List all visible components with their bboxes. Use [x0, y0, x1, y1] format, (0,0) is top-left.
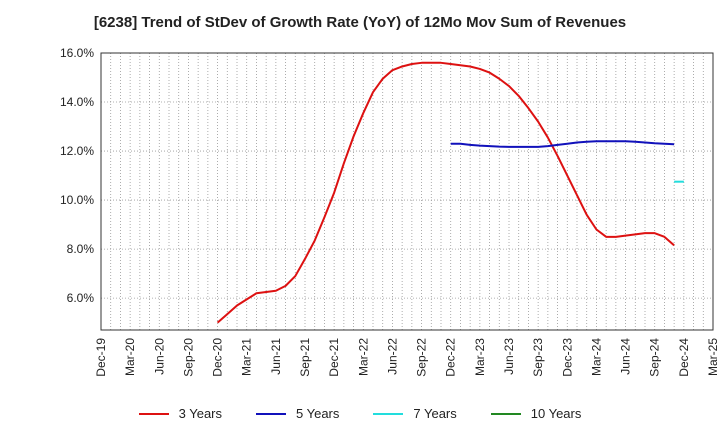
y-tick-label: 6.0% [67, 291, 95, 305]
y-tick-label: 8.0% [67, 242, 95, 256]
legend-swatch-10-years [490, 412, 521, 415]
x-axis: Dec-19 Mar-20 Jun-20 Sep-20 Dec-20 Mar-21 Jun-… [94, 338, 720, 377]
legend-label-7-years: 7 Years [413, 406, 457, 421]
x-tick-label: Dec-20 [211, 338, 225, 377]
legend-swatch-3-years [138, 412, 169, 415]
legend-label-3-years: 3 Years [178, 406, 222, 421]
plot-border [100, 52, 714, 331]
legend: 3 Years 5 Years 7 Years 10 Years [0, 406, 720, 421]
chart-title: [6238] Trend of StDev of Growth Rate (Yo… [93, 14, 627, 31]
legend-item-7-years: 7 Years [373, 406, 457, 421]
x-tick-label: Mar-25 [706, 338, 720, 376]
x-tick-label: Jun-22 [385, 338, 399, 375]
legend-swatch-7-years [373, 412, 404, 415]
x-tick-label: Jun-20 [152, 338, 166, 375]
x-tick-label: Sep-24 [648, 338, 662, 377]
x-tick-label: Dec-23 [560, 338, 574, 377]
x-tick-label: Sep-23 [531, 338, 545, 377]
x-tick-label: Dec-19 [94, 338, 108, 377]
legend-item-10-years: 10 Years [490, 406, 582, 421]
x-tick-label: Mar-21 [240, 338, 254, 376]
x-tick-label: Sep-22 [415, 338, 429, 377]
series-line-3-years [216, 61, 675, 324]
y-tick-label: 14.0% [60, 95, 94, 109]
x-tick-label: Sep-20 [181, 338, 195, 377]
legend-item-3-years: 3 Years [138, 406, 222, 421]
legend-swatch-5-years [256, 412, 286, 415]
grid [101, 52, 713, 330]
x-tick-label: Jun-21 [269, 338, 283, 375]
x-tick-label: Mar-22 [356, 338, 370, 376]
x-tick-label: Jun-23 [502, 338, 516, 375]
y-tick-label: 16.0% [60, 46, 94, 60]
legend-label-10-years: 10 Years [530, 406, 582, 421]
plot-background [101, 53, 713, 330]
x-tick-label: Mar-24 [589, 338, 603, 376]
series-group [216, 61, 684, 324]
x-tick-label: Sep-21 [298, 338, 312, 377]
x-tick-label: Mar-20 [123, 338, 137, 376]
legend-item-5-years: 5 Years [256, 406, 339, 421]
x-tick-label: Dec-22 [444, 338, 458, 377]
x-tick-label: Jun-24 [619, 338, 633, 375]
x-tick-label: Dec-21 [327, 338, 341, 377]
series-line-5-years [450, 140, 675, 148]
y-tick-label: 12.0% [60, 144, 94, 158]
y-axis: 6.0% 8.0% 10.0% 12.0% 14.0% 16.0% [60, 46, 94, 305]
x-tick-label: Dec-24 [677, 338, 691, 377]
x-tick-label: Mar-23 [473, 338, 487, 376]
y-tick-label: 10.0% [60, 193, 94, 207]
legend-label-5-years: 5 Years [296, 406, 340, 421]
